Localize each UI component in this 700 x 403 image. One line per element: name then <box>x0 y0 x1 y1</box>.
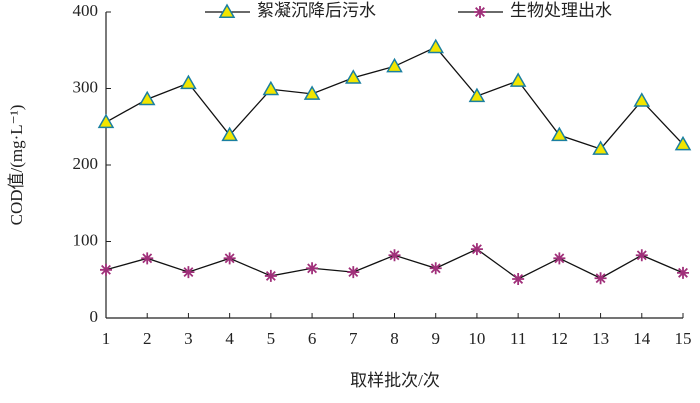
asterisk-marker <box>677 266 689 279</box>
asterisk-marker <box>429 262 442 275</box>
x-tick-label: 12 <box>551 329 568 348</box>
x-tick-label: 11 <box>510 329 526 348</box>
asterisk-marker <box>264 269 277 282</box>
triangle-marker <box>218 3 236 18</box>
triangle-marker <box>262 80 280 96</box>
triangle-marker <box>138 90 156 106</box>
legend-label: 絮凝沉降后污水 <box>257 1 376 20</box>
asterisk-marker <box>141 252 154 265</box>
triangle-marker <box>468 87 486 103</box>
asterisk-marker <box>635 249 648 262</box>
asterisk-marker <box>388 249 401 262</box>
x-tick-label: 8 <box>390 329 399 348</box>
y-tick-label: 300 <box>73 77 99 96</box>
asterisk-marker <box>100 263 112 276</box>
x-tick-label: 9 <box>431 329 440 348</box>
asterisk-marker <box>223 252 236 265</box>
triangle-marker <box>344 69 362 84</box>
x-tick-label: 13 <box>592 329 609 348</box>
y-axis-label: COD值/(mg·L⁻¹) <box>7 105 26 226</box>
triangle-marker <box>303 85 321 100</box>
x-tick-label: 15 <box>675 329 692 348</box>
x-tick-label: 3 <box>184 329 193 348</box>
x-tick-label: 7 <box>349 329 358 348</box>
x-tick-label: 6 <box>308 329 317 348</box>
y-tick-label: 0 <box>90 307 99 326</box>
triangle-marker <box>97 113 115 129</box>
asterisk-marker <box>553 252 566 265</box>
x-tick-label: 4 <box>225 329 234 348</box>
legend-label: 生物处理出水 <box>510 1 612 20</box>
x-tick-label: 14 <box>633 329 651 348</box>
asterisk-marker <box>306 262 319 275</box>
x-tick-label: 10 <box>468 329 485 348</box>
x-axis-label: 取样批次/次 <box>350 371 440 390</box>
triangle-marker <box>509 72 527 87</box>
asterisk-marker <box>347 266 360 279</box>
triangle-marker <box>427 38 445 54</box>
y-tick-label: 400 <box>73 1 99 20</box>
y-tick-label: 200 <box>73 154 99 173</box>
triangle-marker <box>551 126 568 142</box>
asterisk-marker <box>470 243 483 256</box>
triangle-marker <box>386 57 403 73</box>
triangle-marker <box>633 92 651 107</box>
asterisk-marker <box>594 272 607 285</box>
triangle-marker <box>180 74 197 90</box>
triangle-marker <box>592 140 609 155</box>
y-tick-label: 100 <box>73 230 99 249</box>
triangle-marker <box>674 135 692 151</box>
x-tick-label: 2 <box>143 329 152 348</box>
x-tick-label: 5 <box>267 329 276 348</box>
asterisk-marker <box>512 272 525 285</box>
triangle-marker <box>221 126 238 142</box>
x-tick-label: 1 <box>102 329 111 348</box>
asterisk-marker <box>182 266 195 279</box>
asterisk-marker <box>474 6 486 18</box>
